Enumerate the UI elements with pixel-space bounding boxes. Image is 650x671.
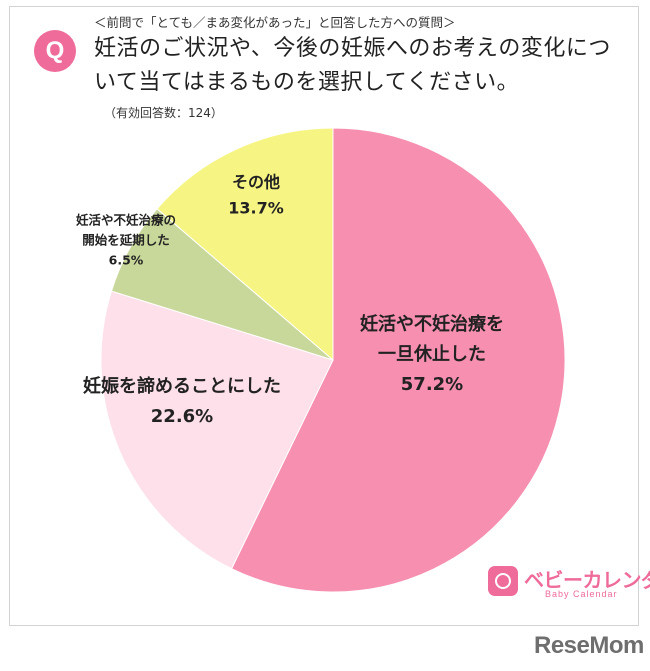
slice-category-label: 妊活や不妊治療の xyxy=(76,213,176,228)
question-text: 妊活のご状況や、今後の妊娠へのお考えの変化について当てはまるものを選択してくださ… xyxy=(94,36,611,95)
pie-slice xyxy=(100,290,334,570)
baby-calendar-logo-icon xyxy=(488,566,518,596)
respondent-count-note: （有効回答数：124） xyxy=(104,106,223,120)
pie-slice xyxy=(230,127,566,593)
question-subtitle: ＜前問で「とても／まあ変化があった」と回答した方への質問＞ xyxy=(94,15,456,30)
slice-percent-label: 57.2% xyxy=(401,374,463,395)
slice-percent-label: 22.6% xyxy=(151,406,213,427)
resemom-watermark: ReseMom xyxy=(534,632,644,659)
slice-category-label: 一旦休止した xyxy=(378,343,486,365)
slice-category-label: 開始を延期した xyxy=(82,233,170,248)
baby-calendar-logo-subtext: Baby Calendar xyxy=(545,589,618,599)
question-badge: Q xyxy=(34,30,76,72)
slice-category-label: 妊娠を諦めることにした xyxy=(83,375,281,397)
slice-category-label: その他 xyxy=(232,173,280,192)
slice-category-label: 妊活や不妊治療を xyxy=(360,313,504,335)
slice-percent-label: 13.7% xyxy=(228,199,284,218)
pie-slice xyxy=(156,127,334,362)
baby-calendar-logo-text: ベビーカレンダー xyxy=(524,568,650,592)
slice-percent-label: 6.5% xyxy=(109,253,144,268)
